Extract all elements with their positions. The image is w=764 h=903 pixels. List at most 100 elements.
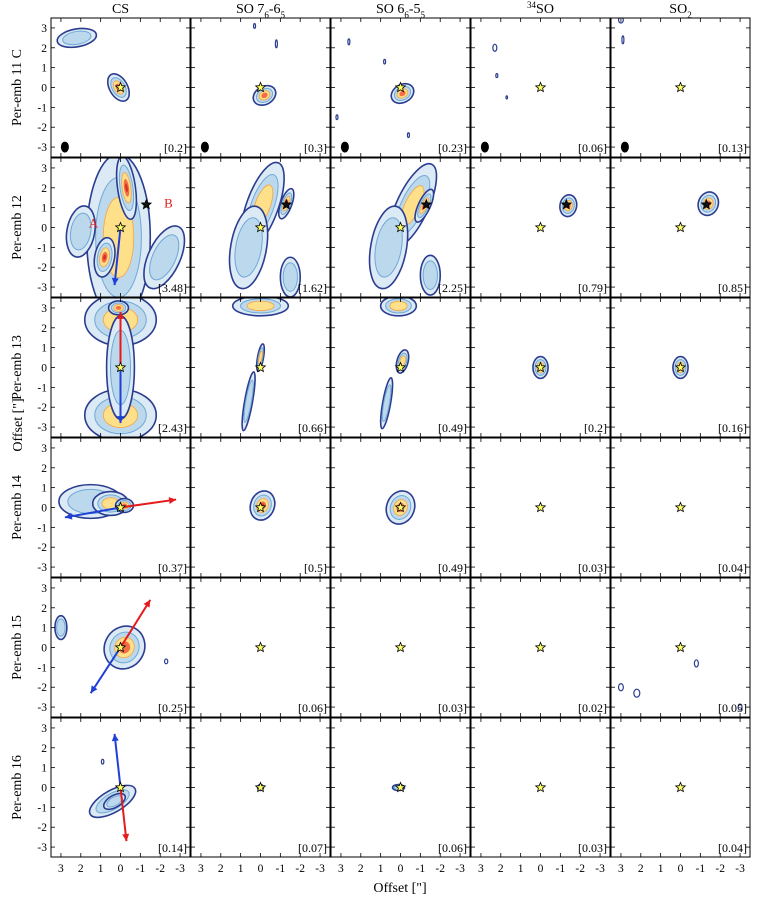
panel-r2-c0: [2.43]	[50, 297, 191, 438]
peak-intensity-label: [3.48]	[158, 281, 187, 295]
emission-contour	[102, 792, 127, 811]
protostar-star-icon	[114, 781, 127, 793]
peak-intensity-label: [0.06]	[578, 141, 607, 155]
peak-intensity-label: [0.02]	[578, 701, 607, 715]
y-tick-label: 2	[41, 183, 47, 195]
row-label: Per-emb 16	[10, 755, 25, 820]
protostar-star-icon	[254, 641, 267, 653]
x-tick-label: -2	[295, 863, 305, 875]
peak-intensity-label: [0.14]	[158, 841, 187, 855]
peak-intensity-label: [0.03]	[578, 561, 607, 575]
beam-ellipse	[620, 141, 629, 153]
protostar-star-icon	[674, 781, 687, 793]
panel-r2-c4: [0.16]	[610, 297, 751, 438]
peak-intensity-label: [0.85]	[718, 281, 747, 295]
x-tick-label: 3	[198, 863, 204, 875]
x-tick-label: 1	[518, 863, 524, 875]
y-tick-label: -3	[37, 702, 47, 714]
x-tick-label: -3	[175, 863, 185, 875]
noise-contour	[505, 95, 509, 100]
protostar-star-icon	[534, 221, 547, 233]
emission-contour	[419, 254, 442, 296]
y-tick-label: -2	[37, 822, 47, 834]
protostar-star-icon	[114, 361, 127, 373]
y-tick-label: 0	[41, 83, 47, 95]
peak-intensity-label: [0.06]	[438, 841, 467, 855]
x-tick-label: 0	[258, 863, 264, 875]
peak-intensity-label: [0.37]	[158, 561, 187, 575]
noise-contour	[163, 658, 169, 665]
column-title: SO 76-65	[236, 2, 286, 20]
noise-contour	[492, 43, 498, 52]
protostar-star-icon	[254, 361, 267, 373]
x-axis-title: Offset ["]	[373, 881, 426, 896]
panel-r4-c1: [0.06]	[190, 577, 331, 718]
blueshifted-outflow-arrow	[89, 646, 122, 694]
noise-contour	[347, 38, 351, 46]
peak-intensity-label: [0.23]	[438, 141, 467, 155]
protostar-star-icon	[394, 81, 407, 93]
y-tick-label: 0	[41, 363, 47, 375]
beam-ellipse	[60, 141, 69, 153]
panel-r0-c2: [0.23]	[330, 17, 471, 158]
y-tick-label: -3	[37, 562, 47, 574]
column-title: CS	[112, 2, 129, 17]
y-tick-label: -2	[37, 122, 47, 134]
x-tick-label: 1	[238, 863, 244, 875]
protostar-star-icon	[114, 501, 127, 513]
noise-contour	[617, 18, 624, 24]
peak-intensity-label: [0.49]	[438, 421, 467, 435]
y-tick-label: -1	[37, 522, 47, 534]
noise-contour	[495, 72, 499, 79]
x-tick-label: -2	[435, 863, 445, 875]
peak-intensity-label: [0.07]	[298, 841, 327, 855]
panel-r4-c2: [0.03]	[330, 577, 471, 718]
panel-r1-c2: [2.25]	[330, 157, 471, 298]
peak-intensity-label: [0.2]	[164, 141, 187, 155]
secondary-protostar-star-icon	[700, 198, 713, 210]
peak-intensity-label: [0.79]	[578, 281, 607, 295]
x-tick-label: -1	[556, 863, 566, 875]
y-tick-label: -2	[37, 402, 47, 414]
panel-r2-c1: [0.66]	[190, 297, 331, 438]
x-tick-label: 0	[538, 863, 544, 875]
secondary-protostar-star-icon	[140, 198, 153, 210]
noise-contour	[252, 22, 257, 29]
protostar-star-icon	[674, 361, 687, 373]
noise-contour	[633, 688, 641, 698]
protostar-star-icon	[114, 641, 127, 653]
column-title: SO 66-55	[376, 2, 426, 20]
protostar-star-icon	[534, 501, 547, 513]
y-tick-label: -2	[37, 682, 47, 694]
y-tick-label: 3	[41, 303, 47, 315]
peak-intensity-label: [0.06]	[298, 701, 327, 715]
x-tick-label: 0	[678, 863, 684, 875]
panel-r3-c0: [0.37]	[50, 437, 191, 578]
y-tick-label: -3	[37, 842, 47, 854]
beam-ellipse	[200, 141, 209, 153]
row-label: Per-emb 14	[10, 475, 25, 540]
panel-r0-c1: [0.3]	[190, 17, 331, 158]
emission-contour	[279, 256, 302, 297]
emission-contour	[379, 376, 394, 430]
y-tick-label: -1	[37, 242, 47, 254]
column-title: SO2	[669, 2, 691, 20]
emission-contour	[56, 27, 98, 49]
y-tick-label: 0	[41, 783, 47, 795]
panel-r1-c1: [1.62]	[190, 157, 331, 298]
x-tick-label: 0	[398, 863, 404, 875]
panel-r4-c4: [0.05]	[610, 577, 751, 718]
emission-contour	[65, 205, 97, 258]
protostar-star-icon	[674, 81, 687, 93]
noise-contour	[621, 35, 625, 45]
secondary-protostar-star-icon	[560, 198, 573, 210]
y-tick-label: 2	[41, 743, 47, 755]
y-tick-label: 1	[41, 343, 47, 355]
emission-contour	[107, 300, 130, 316]
protostar-star-icon	[534, 641, 547, 653]
panel-r5-c3: [0.03]	[470, 717, 611, 858]
x-tick-label: -3	[455, 863, 465, 875]
peak-intensity-label: [0.03]	[578, 841, 607, 855]
peak-intensity-label: [2.43]	[158, 421, 187, 435]
noise-contour	[737, 703, 743, 711]
